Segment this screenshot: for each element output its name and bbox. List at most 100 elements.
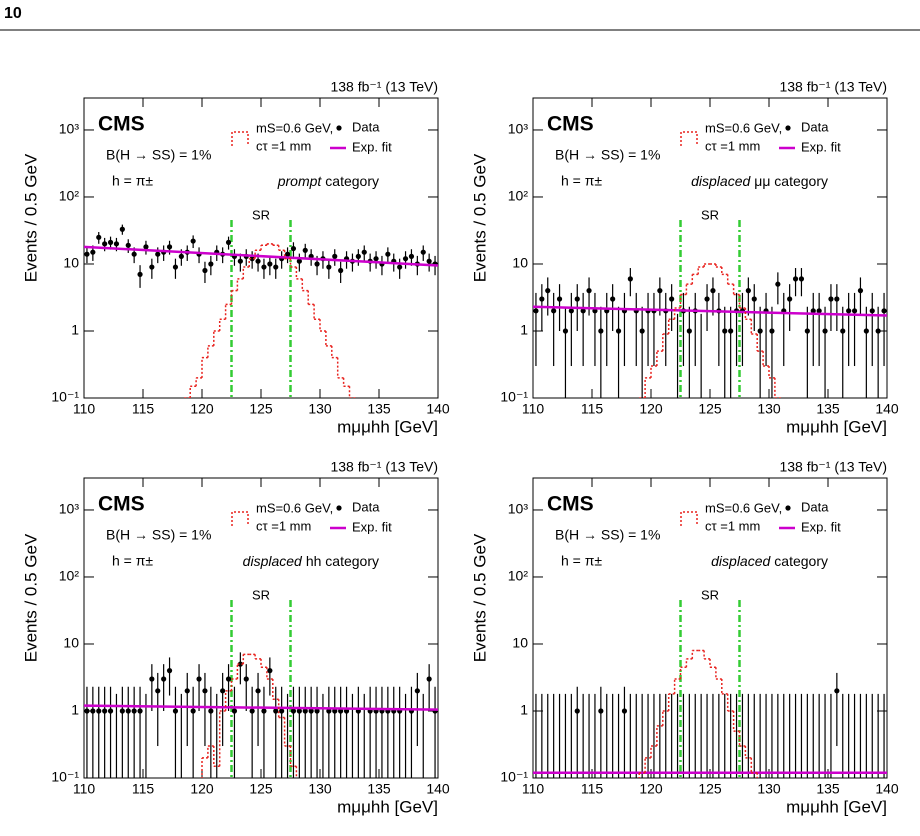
data-point xyxy=(243,676,249,682)
data-point xyxy=(84,251,90,257)
category-label: displaced hh category xyxy=(243,553,379,569)
data-point xyxy=(143,244,149,250)
fit-line xyxy=(533,305,887,317)
annotation: h = π± xyxy=(561,553,602,569)
data-point xyxy=(598,708,604,714)
x-tick-label: 135 xyxy=(367,401,391,417)
data-point xyxy=(237,661,243,667)
category-label: displaced μμ category xyxy=(691,173,828,189)
legend-label: Exp. fit xyxy=(801,519,841,534)
x-tick-label: 115 xyxy=(132,401,155,417)
y-tick-label: 10 xyxy=(512,635,528,651)
y-tick-label: 1 xyxy=(520,322,528,338)
x-tick-label: 115 xyxy=(581,781,604,797)
lumi-label: 138 fb⁻¹ (13 TeV) xyxy=(330,79,438,95)
legend-label: Data xyxy=(801,119,829,134)
legend-label: mS=0.6 GeV, xyxy=(256,500,333,515)
category-label: prompt category xyxy=(277,173,379,189)
data-point xyxy=(84,708,90,714)
legend-marker xyxy=(231,131,249,146)
legend-label: Exp. fit xyxy=(352,519,392,534)
data-point xyxy=(155,688,161,694)
y-tick-label: 10² xyxy=(59,188,80,204)
y-axis-label: Events / 0.5 GeV xyxy=(21,153,40,282)
data-point xyxy=(208,261,214,267)
x-tick-label: 110 xyxy=(73,401,96,417)
data-point xyxy=(220,688,226,694)
x-tick-label: 110 xyxy=(73,781,96,797)
data-point xyxy=(261,708,267,714)
fit-line xyxy=(84,245,438,267)
data-point xyxy=(792,276,799,282)
data-point xyxy=(373,256,379,262)
legend-marker xyxy=(785,125,791,131)
x-axis-label: mμμhh [GeV] xyxy=(786,417,887,436)
x-tick-label: 140 xyxy=(426,401,450,417)
category-italic: prompt xyxy=(277,173,323,189)
data-point xyxy=(149,264,155,270)
data-point xyxy=(308,708,314,714)
data-point xyxy=(302,247,308,253)
y-tick-label: 10³ xyxy=(508,501,529,517)
data-point xyxy=(166,244,173,250)
data-point xyxy=(798,276,805,282)
x-tick-label: 125 xyxy=(698,401,722,417)
data-point xyxy=(237,258,243,264)
y-tick-label: 1 xyxy=(71,322,79,338)
annotation: B(H → SS) = 1% xyxy=(555,147,660,163)
data-point xyxy=(314,261,320,267)
legend-marker xyxy=(231,511,249,526)
y-axis-label: Events / 0.5 GeV xyxy=(470,153,489,282)
category-italic: displaced xyxy=(691,173,751,189)
data-point xyxy=(615,328,622,334)
data-point xyxy=(769,328,775,334)
legend-label: mS=0.6 GeV, xyxy=(705,120,782,135)
x-tick-label: 140 xyxy=(426,781,450,797)
y-tick-label: 10⁻¹ xyxy=(51,769,79,785)
experiment-label: CMS xyxy=(98,113,145,136)
plot-area xyxy=(84,224,438,398)
category-label: displaced category xyxy=(711,553,828,569)
data-point xyxy=(686,328,692,334)
annotation: B(H → SS) = 1% xyxy=(555,527,660,543)
data-point xyxy=(190,708,196,714)
data-point xyxy=(131,708,137,714)
y-axis-label: Events / 0.5 GeV xyxy=(21,533,40,662)
data-point xyxy=(125,708,131,714)
data-point xyxy=(225,676,232,682)
data-point xyxy=(155,251,161,257)
data-point xyxy=(279,708,285,714)
x-tick-label: 130 xyxy=(308,401,332,417)
y-tick-label: 10⁻¹ xyxy=(500,769,528,785)
data-point xyxy=(90,249,96,255)
y-tick-label: 10² xyxy=(508,188,529,204)
legend-marker xyxy=(336,125,342,131)
category-text: category xyxy=(774,553,828,569)
legend-label: Exp. fit xyxy=(352,139,392,154)
data-point xyxy=(119,708,125,714)
data-point xyxy=(816,308,822,314)
y-tick-label: 10 xyxy=(63,635,79,651)
category-italic: displaced xyxy=(711,553,771,569)
data-point xyxy=(875,328,881,334)
data-point xyxy=(722,328,728,334)
category-text: hh category xyxy=(306,553,379,569)
data-point xyxy=(355,253,361,259)
data-point xyxy=(284,251,291,257)
data-point xyxy=(426,258,432,264)
data-point xyxy=(385,251,391,257)
panel: 110 115 120 125 130 135 14010⁻¹11010²10³mμμhh … xyxy=(21,459,449,817)
x-axis-label: mμμhh [GeV] xyxy=(786,797,887,816)
data-point xyxy=(361,249,367,255)
legend-label: Data xyxy=(801,499,829,514)
data-point xyxy=(408,253,415,259)
x-tick-label: 140 xyxy=(875,401,899,417)
data-point xyxy=(869,308,875,314)
data-point xyxy=(249,256,255,262)
x-tick-label: 130 xyxy=(757,401,781,417)
annotation: B(H → SS) = 1% xyxy=(106,147,211,163)
y-tick-label: 10³ xyxy=(59,121,80,137)
data-point xyxy=(745,288,751,294)
category-italic: displaced xyxy=(243,553,303,569)
